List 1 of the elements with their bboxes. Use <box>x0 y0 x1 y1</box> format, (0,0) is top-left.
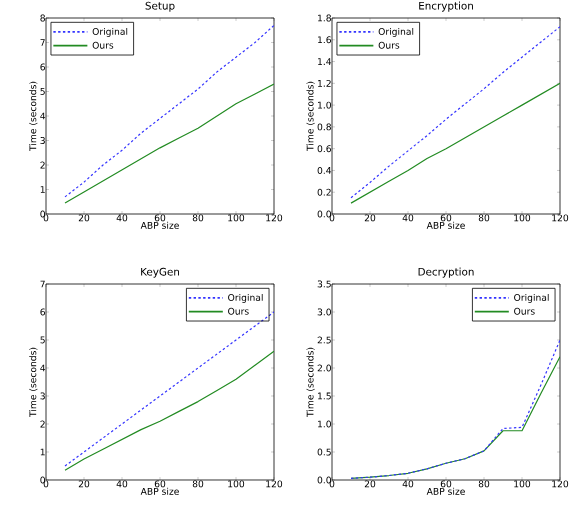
line-series <box>350 26 561 199</box>
